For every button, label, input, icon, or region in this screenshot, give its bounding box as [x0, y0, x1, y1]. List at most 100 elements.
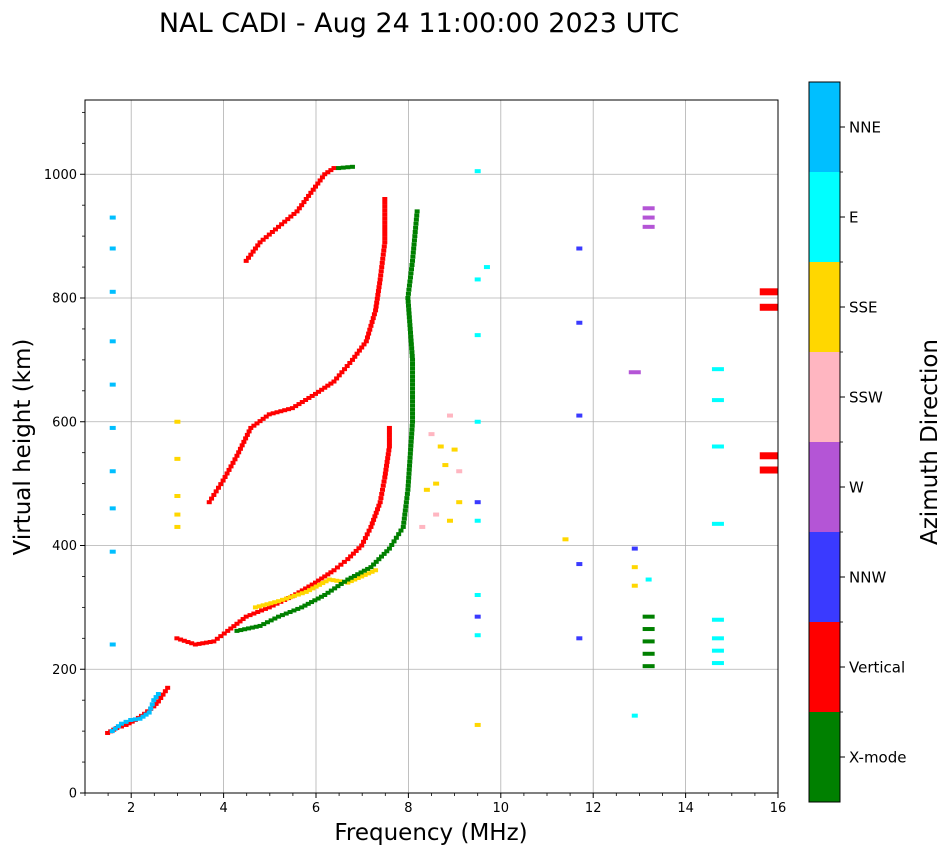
echo-mark [317, 178, 323, 183]
echo-mark [232, 457, 238, 462]
echo-mark [364, 335, 370, 340]
echo-mark [359, 543, 365, 548]
echo-mark [410, 419, 416, 424]
echo-mark [341, 559, 347, 564]
echo-mark [345, 580, 351, 585]
colorbar-category-label: Vertical [849, 659, 905, 677]
echo-mark [340, 165, 346, 170]
echo-mark [474, 722, 481, 727]
colorbar-segment [809, 352, 840, 442]
echo-mark [402, 512, 408, 517]
echo-mark [330, 578, 336, 583]
echo-mark [251, 423, 257, 428]
echo-mark [400, 524, 406, 529]
echo-mark [419, 524, 426, 529]
echo-mark [373, 308, 379, 313]
echo-mark [366, 571, 372, 576]
echo-mark [224, 471, 230, 476]
echo-mark [366, 331, 372, 336]
echo-mark [381, 248, 387, 253]
echo-mark [303, 197, 309, 201]
echo-mark [356, 348, 362, 353]
echo-mark [299, 605, 305, 610]
echo-mark [289, 406, 295, 411]
echo-mark [221, 631, 227, 636]
echo-mark [109, 339, 116, 344]
echo-mark [162, 689, 168, 694]
echo-mark [631, 565, 638, 570]
echo-mark [185, 640, 191, 645]
colorbar-segment [809, 262, 840, 352]
echo-mark [214, 636, 220, 641]
echo-mark [377, 277, 383, 282]
echo-mark [337, 579, 343, 584]
echo-mark [336, 166, 342, 171]
echo-mark [264, 620, 270, 625]
echo-mark [408, 439, 414, 444]
echo-mark [474, 419, 481, 424]
echo-mark [316, 389, 322, 394]
echo-mark [368, 565, 374, 570]
echo-mark [313, 584, 319, 589]
echo-mark [349, 164, 355, 169]
echo-mark [220, 478, 226, 483]
echo-mark [410, 415, 416, 420]
colorbar-segment [809, 532, 840, 622]
echo-mark [255, 610, 261, 615]
echo-mark [369, 569, 375, 574]
echo-mark [474, 277, 481, 282]
echo-mark [410, 399, 416, 404]
echo-mark [305, 601, 311, 606]
echo-mark [386, 429, 392, 434]
echo-mark [209, 496, 215, 501]
echo-mark [328, 588, 334, 593]
echo-mark [155, 692, 161, 696]
echo-mark [406, 471, 412, 476]
colorbar-segment [809, 82, 840, 172]
echo-mark [367, 327, 373, 332]
x-tick-label: 2 [127, 801, 135, 816]
echo-mark [384, 459, 390, 464]
colorbar-label: Azimuth Direction [917, 339, 943, 545]
echo-mark [276, 614, 282, 619]
echo-mark [409, 263, 415, 267]
echo-mark [306, 584, 312, 589]
echo-mark [631, 583, 638, 588]
echo-mark [410, 386, 416, 391]
echo-mark [282, 219, 288, 224]
echo-mark [246, 429, 252, 434]
echo-mark [379, 487, 385, 492]
echo-mark [368, 524, 374, 529]
echo-mark [474, 518, 481, 523]
echo-mark [414, 209, 420, 214]
echo-mark [576, 320, 583, 325]
echo-mark [410, 357, 416, 362]
echo-mark [295, 592, 301, 597]
echo-mark [323, 579, 329, 584]
echo-mark [382, 220, 388, 225]
echo-mark [313, 391, 318, 396]
echo-mark [342, 367, 348, 372]
echo-mark [282, 408, 288, 413]
echo-mark [711, 444, 724, 449]
echo-mark [331, 568, 337, 573]
echo-mark [351, 573, 357, 578]
echo-mark [409, 354, 415, 359]
echo-mark [382, 475, 388, 480]
echo-mark [378, 269, 384, 274]
echo-mark [474, 169, 481, 174]
echo-mark [408, 435, 414, 440]
echo-mark [362, 536, 368, 541]
echo-mark [375, 289, 381, 294]
echo-mark [257, 419, 263, 424]
echo-mark [272, 227, 278, 232]
echo-mark [355, 575, 361, 580]
echo-mark [354, 351, 360, 356]
echo-mark [213, 489, 219, 494]
echo-mark [331, 166, 337, 171]
echo-mark [711, 636, 724, 641]
echo-mark [123, 722, 129, 727]
echo-mark [248, 425, 254, 430]
echo-mark [309, 393, 315, 398]
echo-mark [410, 370, 416, 375]
